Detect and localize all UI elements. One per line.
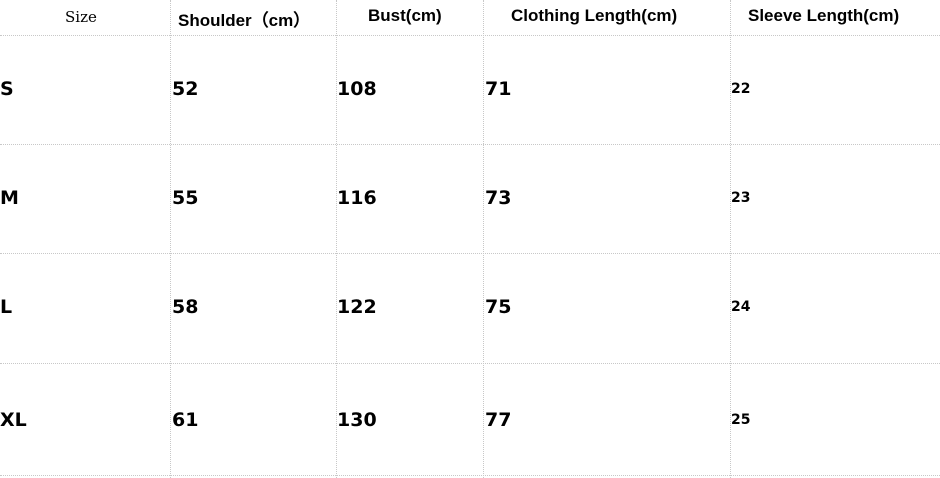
header-clothing-length: Clothing Length(cm)	[511, 6, 678, 25]
table-cell: 61	[172, 409, 199, 431]
header-shoulder: Shoulder（cm）	[178, 11, 311, 30]
table-cell: XL	[0, 409, 27, 431]
column-divider	[730, 0, 731, 478]
row-divider	[0, 35, 940, 36]
table-cell: 55	[172, 187, 199, 209]
table-cell: S	[0, 78, 14, 100]
row-divider	[0, 475, 940, 476]
table-cell: 23	[731, 190, 751, 206]
column-divider	[483, 0, 484, 478]
table-cell: 116	[337, 187, 377, 209]
table-cell: 108	[337, 78, 377, 100]
header-sleeve-length: Sleeve Length(cm)	[748, 6, 900, 25]
table-cell: 25	[731, 412, 751, 428]
table-cell: L	[0, 296, 13, 318]
header-size: Size	[65, 8, 97, 26]
row-divider	[0, 363, 940, 364]
table-cell: 58	[172, 296, 199, 318]
table-cell: 71	[485, 78, 512, 100]
table-cell: 122	[337, 296, 377, 318]
table-cell: 77	[485, 409, 512, 431]
column-divider	[336, 0, 337, 478]
table-cell: 75	[485, 296, 512, 318]
table-cell: 52	[172, 78, 199, 100]
column-divider	[170, 0, 171, 478]
table-cell: 130	[337, 409, 377, 431]
header-bust: Bust(cm)	[368, 6, 442, 25]
row-divider	[0, 144, 940, 145]
row-divider	[0, 253, 940, 254]
table-cell: 73	[485, 187, 512, 209]
table-cell: 24	[731, 299, 751, 315]
table-cell: 22	[731, 81, 751, 97]
table-cell: M	[0, 187, 19, 209]
